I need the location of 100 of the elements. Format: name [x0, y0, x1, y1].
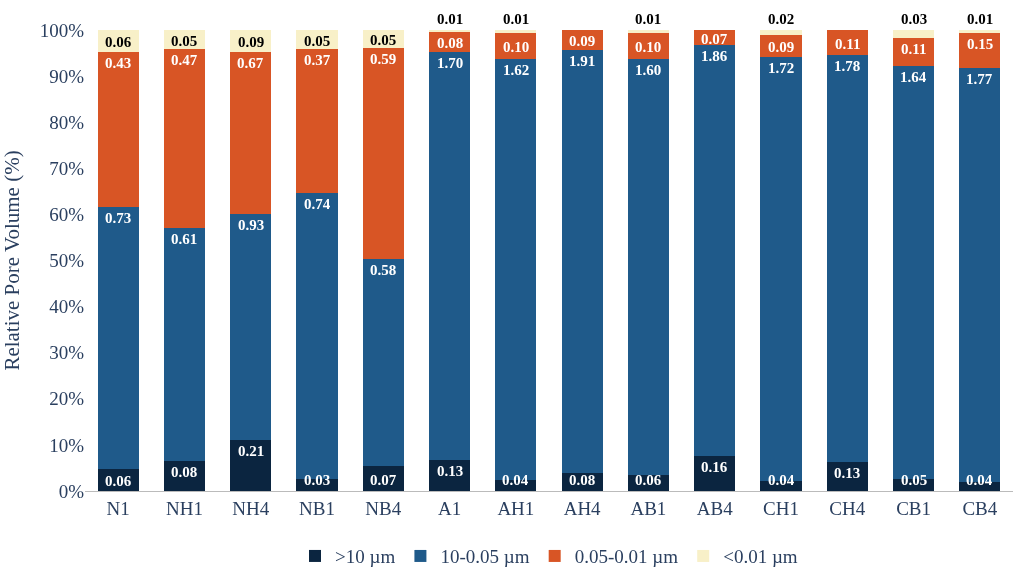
annotation: 0.03	[304, 472, 331, 488]
y-tick-label: 100%	[39, 19, 85, 41]
annotation: 0.01	[437, 11, 464, 27]
annotation: 0.73	[105, 210, 132, 226]
x-tick-label: CB1	[896, 497, 931, 519]
annotation: 0.13	[437, 463, 464, 479]
annotation: 1.60	[635, 62, 662, 78]
annotation: 0.01	[967, 11, 994, 27]
x-tick-label: AB1	[630, 497, 667, 519]
annotation: 0.61	[171, 231, 198, 247]
annotation: 0.09	[238, 34, 265, 50]
annotation: 1.78	[834, 58, 861, 74]
x-tick-label: AH1	[497, 497, 535, 519]
y-tick-label: 30%	[49, 342, 85, 364]
annotation: 0.02	[768, 11, 795, 27]
annotation: 1.72	[768, 60, 795, 76]
annotation: 1.70	[437, 55, 464, 71]
bar	[893, 30, 935, 38]
bar	[429, 51, 471, 460]
annotation: 0.08	[437, 35, 464, 51]
x-tick-label: CH1	[763, 497, 799, 519]
annotation: 0.08	[569, 472, 596, 488]
annotation: 0.47	[171, 52, 198, 68]
annotation: 0.74	[304, 196, 331, 212]
annotation: 0.09	[768, 39, 795, 55]
bar	[163, 49, 205, 229]
annotation: 1.64	[900, 69, 927, 85]
bar	[163, 228, 205, 461]
annotation: 0.11	[901, 41, 927, 57]
bar	[627, 58, 669, 476]
bar	[230, 214, 272, 440]
annotation: 0.09	[569, 33, 596, 49]
annotation: 0.06	[105, 473, 132, 489]
annotation: 0.01	[503, 11, 530, 27]
annotation: 0.06	[635, 472, 662, 488]
annotation: 0.43	[105, 55, 132, 71]
x-tick-label: NB4	[365, 497, 402, 519]
annotation: 0.07	[370, 472, 397, 488]
y-tick-label: 60%	[49, 204, 85, 226]
x-tick-label: NH4	[232, 497, 270, 519]
annotation: 1.91	[569, 53, 596, 69]
x-tick-label: CH4	[829, 497, 866, 519]
x-tick-label: AH4	[563, 497, 602, 519]
bar	[230, 439, 272, 491]
bar	[760, 30, 802, 36]
y-tick-label: 40%	[49, 296, 85, 318]
bar	[362, 258, 404, 467]
bar	[296, 49, 338, 193]
annotation: 0.11	[835, 36, 861, 52]
x-tick-label: NB1	[299, 497, 335, 519]
bar	[561, 50, 603, 474]
annotation: 1.62	[503, 62, 530, 78]
y-tick-label: 10%	[49, 434, 85, 456]
annotation: 0.04	[966, 472, 993, 488]
annotation: 0.59	[370, 51, 397, 67]
y-tick-label: 50%	[49, 250, 85, 272]
legend-label: >10 µm	[335, 546, 396, 568]
legend-label: 10-0.05 µm	[440, 546, 530, 568]
y-tick-label: 70%	[49, 157, 85, 179]
bar	[362, 47, 404, 259]
bar	[627, 30, 669, 33]
annotation: 1.86	[701, 48, 728, 64]
x-tick-label: N1	[106, 497, 130, 519]
annotation: 0.67	[237, 55, 264, 71]
annotation: 0.21	[238, 443, 265, 459]
bar	[230, 51, 272, 215]
annotation: 1.77	[966, 71, 993, 87]
annotation: 0.58	[370, 262, 397, 278]
annotation: 0.05	[370, 32, 397, 48]
annotation: 0.05	[304, 33, 331, 49]
legend-label: <0.01 µm	[723, 546, 798, 568]
bar	[495, 30, 537, 33]
x-tick-label: CB4	[962, 497, 998, 519]
x-tick-label: AB4	[696, 497, 734, 519]
annotation: 0.15	[967, 36, 994, 52]
bar	[694, 45, 736, 456]
annotation: 0.16	[701, 459, 728, 475]
y-tick-label: 0%	[58, 480, 85, 502]
annotation: 0.10	[635, 39, 662, 55]
annotation: 0.10	[503, 39, 530, 55]
x-tick-label: NH1	[165, 497, 203, 519]
annotation: 0.05	[901, 472, 928, 488]
bar	[97, 51, 139, 207]
y-axis-title: Relative Pore Volume (%)	[0, 150, 24, 371]
bar	[826, 55, 868, 462]
annotation: 0.01	[635, 11, 662, 27]
bar	[959, 30, 1001, 33]
legend-label: 0.05-0.01 µm	[574, 546, 679, 568]
annotation: 0.07	[701, 31, 728, 47]
y-tick-label: 90%	[49, 65, 85, 87]
annotation: 0.06	[105, 34, 132, 50]
x-tick-label: A1	[437, 497, 462, 519]
annotation: 0.08	[171, 464, 198, 480]
annotation: 0.37	[304, 52, 331, 68]
y-tick-label: 80%	[49, 111, 85, 133]
annotation: 0.04	[768, 472, 795, 488]
annotation: 0.05	[171, 33, 198, 49]
annotation: 0.13	[834, 465, 861, 481]
annotation: 0.04	[502, 472, 529, 488]
annotation: 0.93	[238, 217, 265, 233]
